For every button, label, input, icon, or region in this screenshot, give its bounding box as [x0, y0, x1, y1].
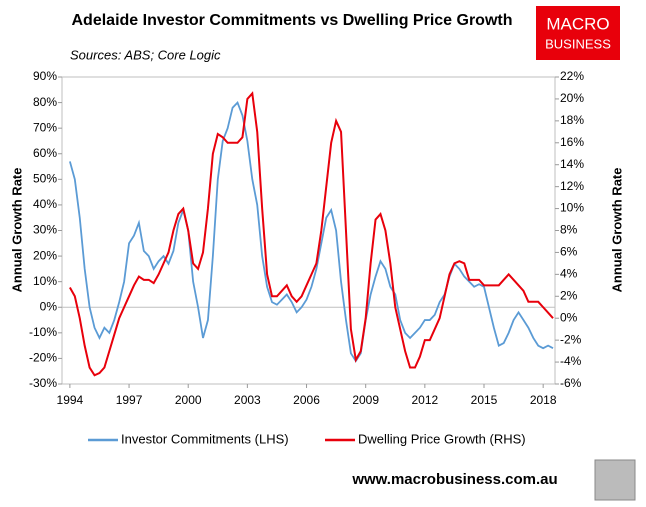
- y2-tick-label: -6%: [560, 376, 582, 390]
- y2-axis-label: Annual Growth Rate: [609, 168, 624, 293]
- y2-tick-label: 0%: [560, 310, 578, 324]
- footer: www.macrobusiness.com.au: [351, 471, 557, 488]
- y2-tick-label: 20%: [560, 91, 584, 105]
- x-tick-label: 2006: [293, 393, 320, 407]
- chart-subtitle: Sources: ABS; Core Logic: [70, 47, 221, 62]
- x-tick-label: 2009: [352, 393, 379, 407]
- y-tick-label: 20%: [33, 248, 57, 262]
- x-tick-label: 1994: [57, 393, 84, 407]
- y2-tick-label: 18%: [560, 113, 584, 127]
- logo-icon: [594, 459, 636, 501]
- y2-tick-label: 16%: [560, 135, 584, 149]
- y2-tick-label: 22%: [560, 69, 584, 83]
- y-tick-label: 80%: [33, 95, 57, 109]
- x-tick-label: 1997: [116, 393, 143, 407]
- y2-tick-label: 12%: [560, 179, 584, 193]
- x-tick-label: 2003: [234, 393, 261, 407]
- y2-tick-label: 14%: [560, 157, 584, 171]
- y2-tick-label: 6%: [560, 245, 578, 259]
- x-tick-label: 2015: [471, 393, 498, 407]
- chart-title: Adelaide Investor Commitments vs Dwellin…: [72, 12, 513, 29]
- y-tick-label: 40%: [33, 197, 57, 211]
- y2-tick-label: 8%: [560, 223, 578, 237]
- y-tick-label: 60%: [33, 146, 57, 160]
- x-tick-label: 2018: [530, 393, 557, 407]
- legend-label: Dwelling Price Growth (RHS): [358, 431, 526, 446]
- y2-tick-label: 10%: [560, 201, 584, 215]
- logo-text: BUSINESS: [545, 36, 611, 51]
- y-tick-label: 50%: [33, 172, 57, 186]
- x-tick-label: 2012: [411, 393, 438, 407]
- y-tick-label: 90%: [33, 69, 57, 83]
- logo-text: MACRO: [546, 14, 609, 33]
- logo-box: [536, 6, 620, 60]
- y2-tick-label: -4%: [560, 354, 582, 368]
- legend-label: Investor Commitments (LHS): [121, 431, 289, 446]
- y2-tick-label: 2%: [560, 288, 578, 302]
- y-tick-label: -30%: [29, 376, 57, 390]
- series-line: [69, 91, 554, 377]
- y-axis-label: Annual Growth Rate: [9, 168, 24, 293]
- x-tick-label: 2000: [175, 393, 202, 407]
- y-tick-label: 30%: [33, 223, 57, 237]
- y-tick-label: 70%: [33, 120, 57, 134]
- series-line: [69, 100, 554, 363]
- y-tick-label: -20%: [29, 351, 57, 365]
- y2-tick-label: 4%: [560, 267, 578, 281]
- y-tick-label: -10%: [29, 325, 57, 339]
- y-tick-label: 10%: [33, 274, 57, 288]
- y-tick-label: 0%: [40, 299, 58, 313]
- y2-tick-label: -2%: [560, 332, 582, 346]
